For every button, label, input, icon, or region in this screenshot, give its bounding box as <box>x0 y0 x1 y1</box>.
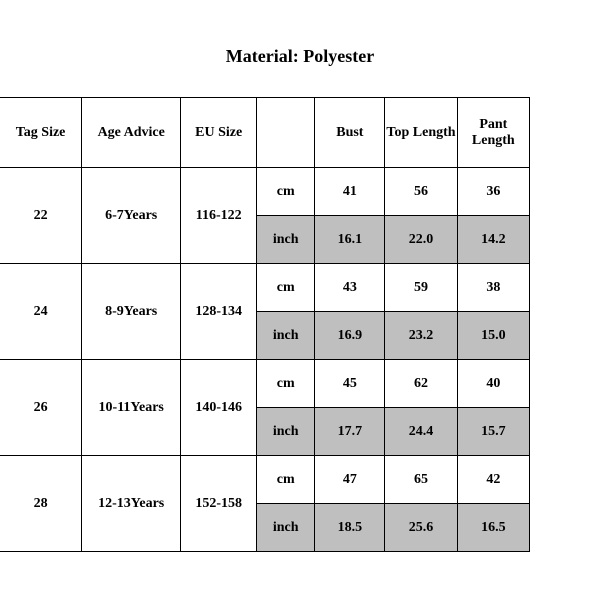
cell-eu: 128-134 <box>181 264 257 360</box>
col-unit <box>257 98 315 168</box>
col-bust: Bust <box>315 98 385 168</box>
cell-pant-cm: 38 <box>457 264 529 312</box>
cell-unit-cm: cm <box>257 168 315 216</box>
cell-unit-cm: cm <box>257 360 315 408</box>
cell-age: 8-9Years <box>82 264 181 360</box>
cell-unit-inch: inch <box>257 504 315 552</box>
cell-top-cm: 65 <box>385 456 457 504</box>
cell-pant-cm: 42 <box>457 456 529 504</box>
cell-top-inch: 24.4 <box>385 408 457 456</box>
col-eu-size: EU Size <box>181 98 257 168</box>
page-title: Material: Polyester <box>0 46 600 67</box>
cell-unit-cm: cm <box>257 456 315 504</box>
cell-eu: 116-122 <box>181 168 257 264</box>
cell-pant-cm: 40 <box>457 360 529 408</box>
cell-age: 12-13Years <box>82 456 181 552</box>
cell-age: 10-11Years <box>82 360 181 456</box>
cell-top-inch: 23.2 <box>385 312 457 360</box>
cell-bust-inch: 16.9 <box>315 312 385 360</box>
cell-age: 6-7Years <box>82 168 181 264</box>
cell-eu: 152-158 <box>181 456 257 552</box>
col-tag-size: Tag Size <box>0 98 82 168</box>
cell-pant-inch: 16.5 <box>457 504 529 552</box>
cell-bust-cm: 45 <box>315 360 385 408</box>
cell-tag: 28 <box>0 456 82 552</box>
cell-bust-cm: 41 <box>315 168 385 216</box>
cell-bust-inch: 17.7 <box>315 408 385 456</box>
cell-unit-inch: inch <box>257 312 315 360</box>
table-row: 22 6-7Years 116-122 cm 41 56 36 <box>0 168 530 216</box>
cell-pant-inch: 15.0 <box>457 312 529 360</box>
col-age-advice: Age Advice <box>82 98 181 168</box>
col-top-length: Top Length <box>385 98 457 168</box>
cell-pant-inch: 14.2 <box>457 216 529 264</box>
cell-top-cm: 56 <box>385 168 457 216</box>
cell-tag: 24 <box>0 264 82 360</box>
cell-pant-cm: 36 <box>457 168 529 216</box>
table-row: 28 12-13Years 152-158 cm 47 65 42 <box>0 456 530 504</box>
cell-eu: 140-146 <box>181 360 257 456</box>
cell-pant-inch: 15.7 <box>457 408 529 456</box>
size-table: Tag Size Age Advice EU Size Bust Top Len… <box>0 97 530 552</box>
header-row: Tag Size Age Advice EU Size Bust Top Len… <box>0 98 530 168</box>
cell-tag: 26 <box>0 360 82 456</box>
page-frame: Material: Polyester Tag Size Age Advice … <box>0 0 600 600</box>
cell-top-cm: 59 <box>385 264 457 312</box>
cell-tag: 22 <box>0 168 82 264</box>
cell-unit-inch: inch <box>257 216 315 264</box>
cell-unit-cm: cm <box>257 264 315 312</box>
cell-top-cm: 62 <box>385 360 457 408</box>
cell-top-inch: 22.0 <box>385 216 457 264</box>
col-pant-length: Pant Length <box>457 98 529 168</box>
cell-top-inch: 25.6 <box>385 504 457 552</box>
cell-bust-cm: 47 <box>315 456 385 504</box>
table-row: 24 8-9Years 128-134 cm 43 59 38 <box>0 264 530 312</box>
cell-bust-inch: 16.1 <box>315 216 385 264</box>
cell-bust-inch: 18.5 <box>315 504 385 552</box>
cell-unit-inch: inch <box>257 408 315 456</box>
table-row: 26 10-11Years 140-146 cm 45 62 40 <box>0 360 530 408</box>
cell-bust-cm: 43 <box>315 264 385 312</box>
